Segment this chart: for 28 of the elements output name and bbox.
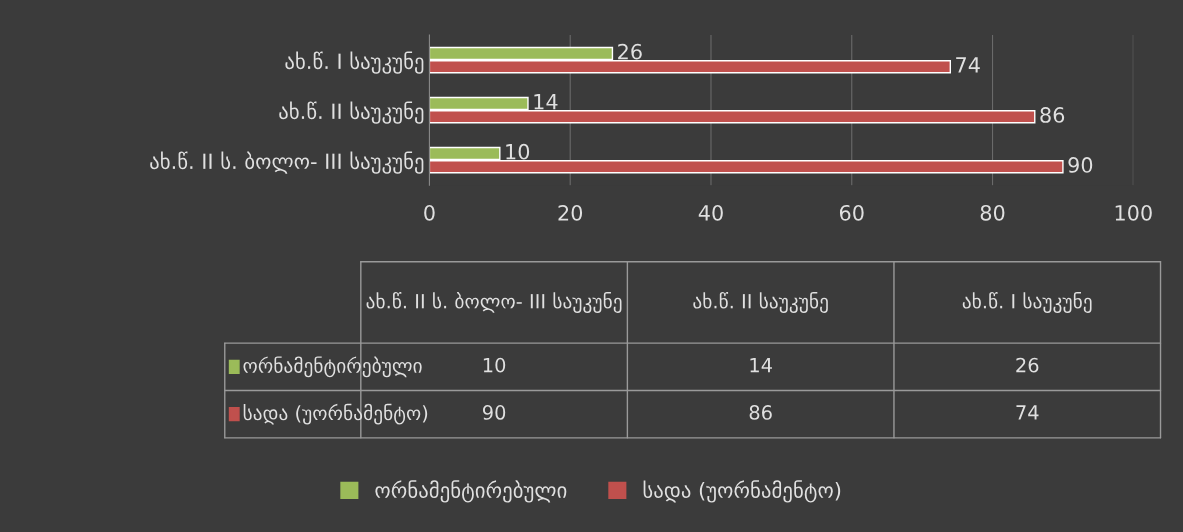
data-label: 14 [534, 94, 558, 110]
x-tick-label: 0 [424, 204, 435, 221]
y-tick-label: ახ.წ. II ს. ბოლო- III საუკუნე [150, 151, 424, 174]
x-tick-label: 20 [558, 204, 583, 221]
text: ორნამენტირებული [375, 480, 567, 503]
text: 26 [1016, 357, 1039, 373]
y-tick-label: ახ.წ. II საუკუნე [279, 101, 424, 124]
text: სადა (უორნამენტო) [643, 480, 841, 503]
x-tick-label: 40 [698, 204, 723, 221]
text: 74 [1016, 405, 1039, 420]
data-label: 90 [1068, 157, 1093, 173]
data-label: 10 [506, 143, 530, 160]
text: 14 [750, 358, 772, 373]
x-tick-label: 80 [980, 204, 1005, 221]
text: 10 [483, 357, 506, 373]
legend-label: სადა (უორნამენტო) [243, 403, 428, 425]
x-tick-label: 100 [1115, 204, 1152, 221]
legend-label: ორნამენტირებული [243, 356, 422, 378]
text: 86 [749, 405, 772, 420]
data-label: 26 [618, 43, 642, 60]
data-label: 86 [1040, 107, 1065, 123]
category-label: ახ.წ. II ს. ბოლო- III საუკუნე [366, 292, 622, 313]
y-tick-label: ახ.წ. I საუკუნე [285, 51, 424, 74]
category-label: ახ.წ. I საუკუნე [962, 292, 1092, 313]
category-label: ახ.წ. II საუკუნე [693, 292, 828, 313]
x-tick-label: 60 [839, 204, 864, 221]
text: 90 [482, 405, 506, 420]
data-label: 74 [956, 57, 980, 73]
